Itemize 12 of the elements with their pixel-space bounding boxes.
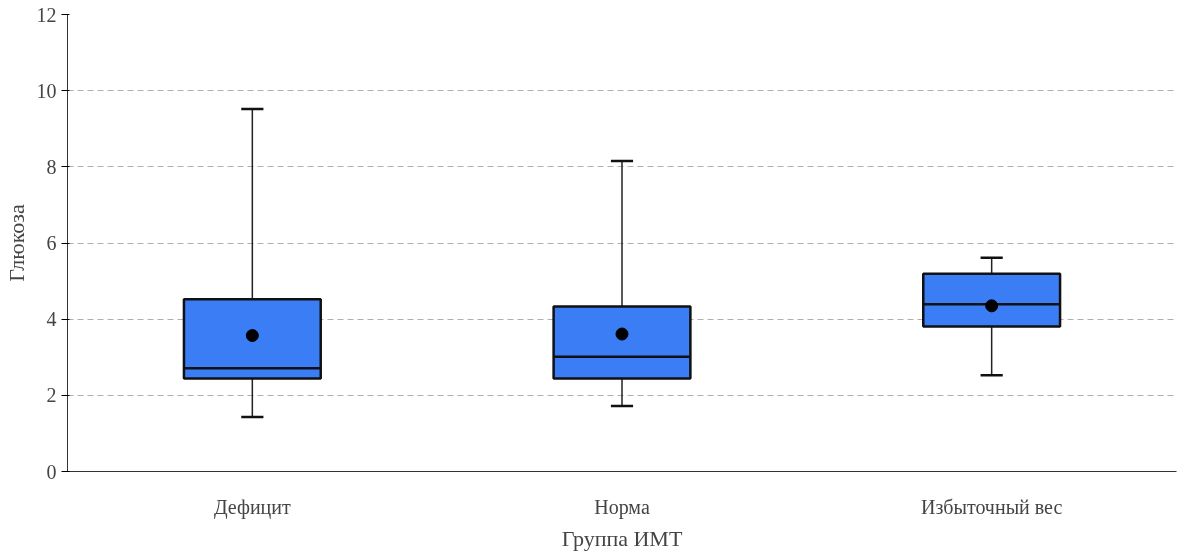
y-tick-label: 6	[46, 232, 57, 254]
x-tick-label: Дефицит	[213, 495, 291, 519]
y-axis-title: Глюкоза	[3, 204, 29, 282]
y-tick-label: 4	[46, 308, 57, 331]
y-tick-label: 12	[36, 3, 57, 26]
x-axis-title: Группа ИМТ	[561, 525, 683, 551]
y-tick-label: 2	[46, 384, 57, 407]
y-tick-label: 8	[46, 155, 57, 178]
y-tick-label: 10	[36, 79, 57, 102]
x-tick-label: Норма	[594, 495, 650, 519]
x-tick-label: Избыточный вес	[920, 495, 1063, 518]
y-tick-label: 0	[46, 460, 57, 483]
